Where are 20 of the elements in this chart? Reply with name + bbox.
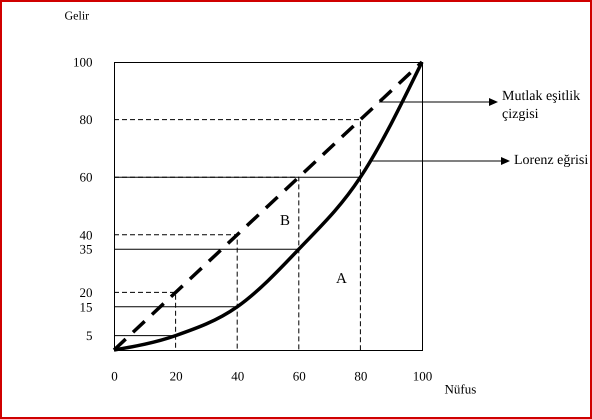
y-tick-label: 5 [86, 328, 92, 344]
y-tick-label: 80 [80, 112, 92, 128]
x-tick-label: 0 [111, 368, 118, 384]
y-tick-label: 20 [80, 284, 92, 300]
x-tick-label: 80 [354, 368, 368, 384]
y-tick-label: 60 [80, 170, 92, 185]
x-tick-label: 40 [231, 368, 244, 384]
annotation: B [280, 212, 290, 230]
y-tick-label: 15 [80, 299, 92, 314]
legend-label: Mutlak eşitlik çizgisi [502, 88, 582, 124]
x-tick-label: 100 [412, 368, 432, 384]
y-tick-label: 40 [80, 227, 92, 242]
x-axis-title: Nüfus [444, 382, 476, 396]
x-tick-label: 60 [292, 368, 306, 384]
x-tick-label: 20 [170, 368, 183, 384]
y-tick-label: 35 [80, 242, 92, 257]
legend-label: Lorenz eğrisi [514, 152, 590, 170]
annotation: A [336, 270, 347, 288]
y-axis-title: Gelir [64, 8, 90, 22]
y-tick-label: 100 [73, 54, 92, 70]
